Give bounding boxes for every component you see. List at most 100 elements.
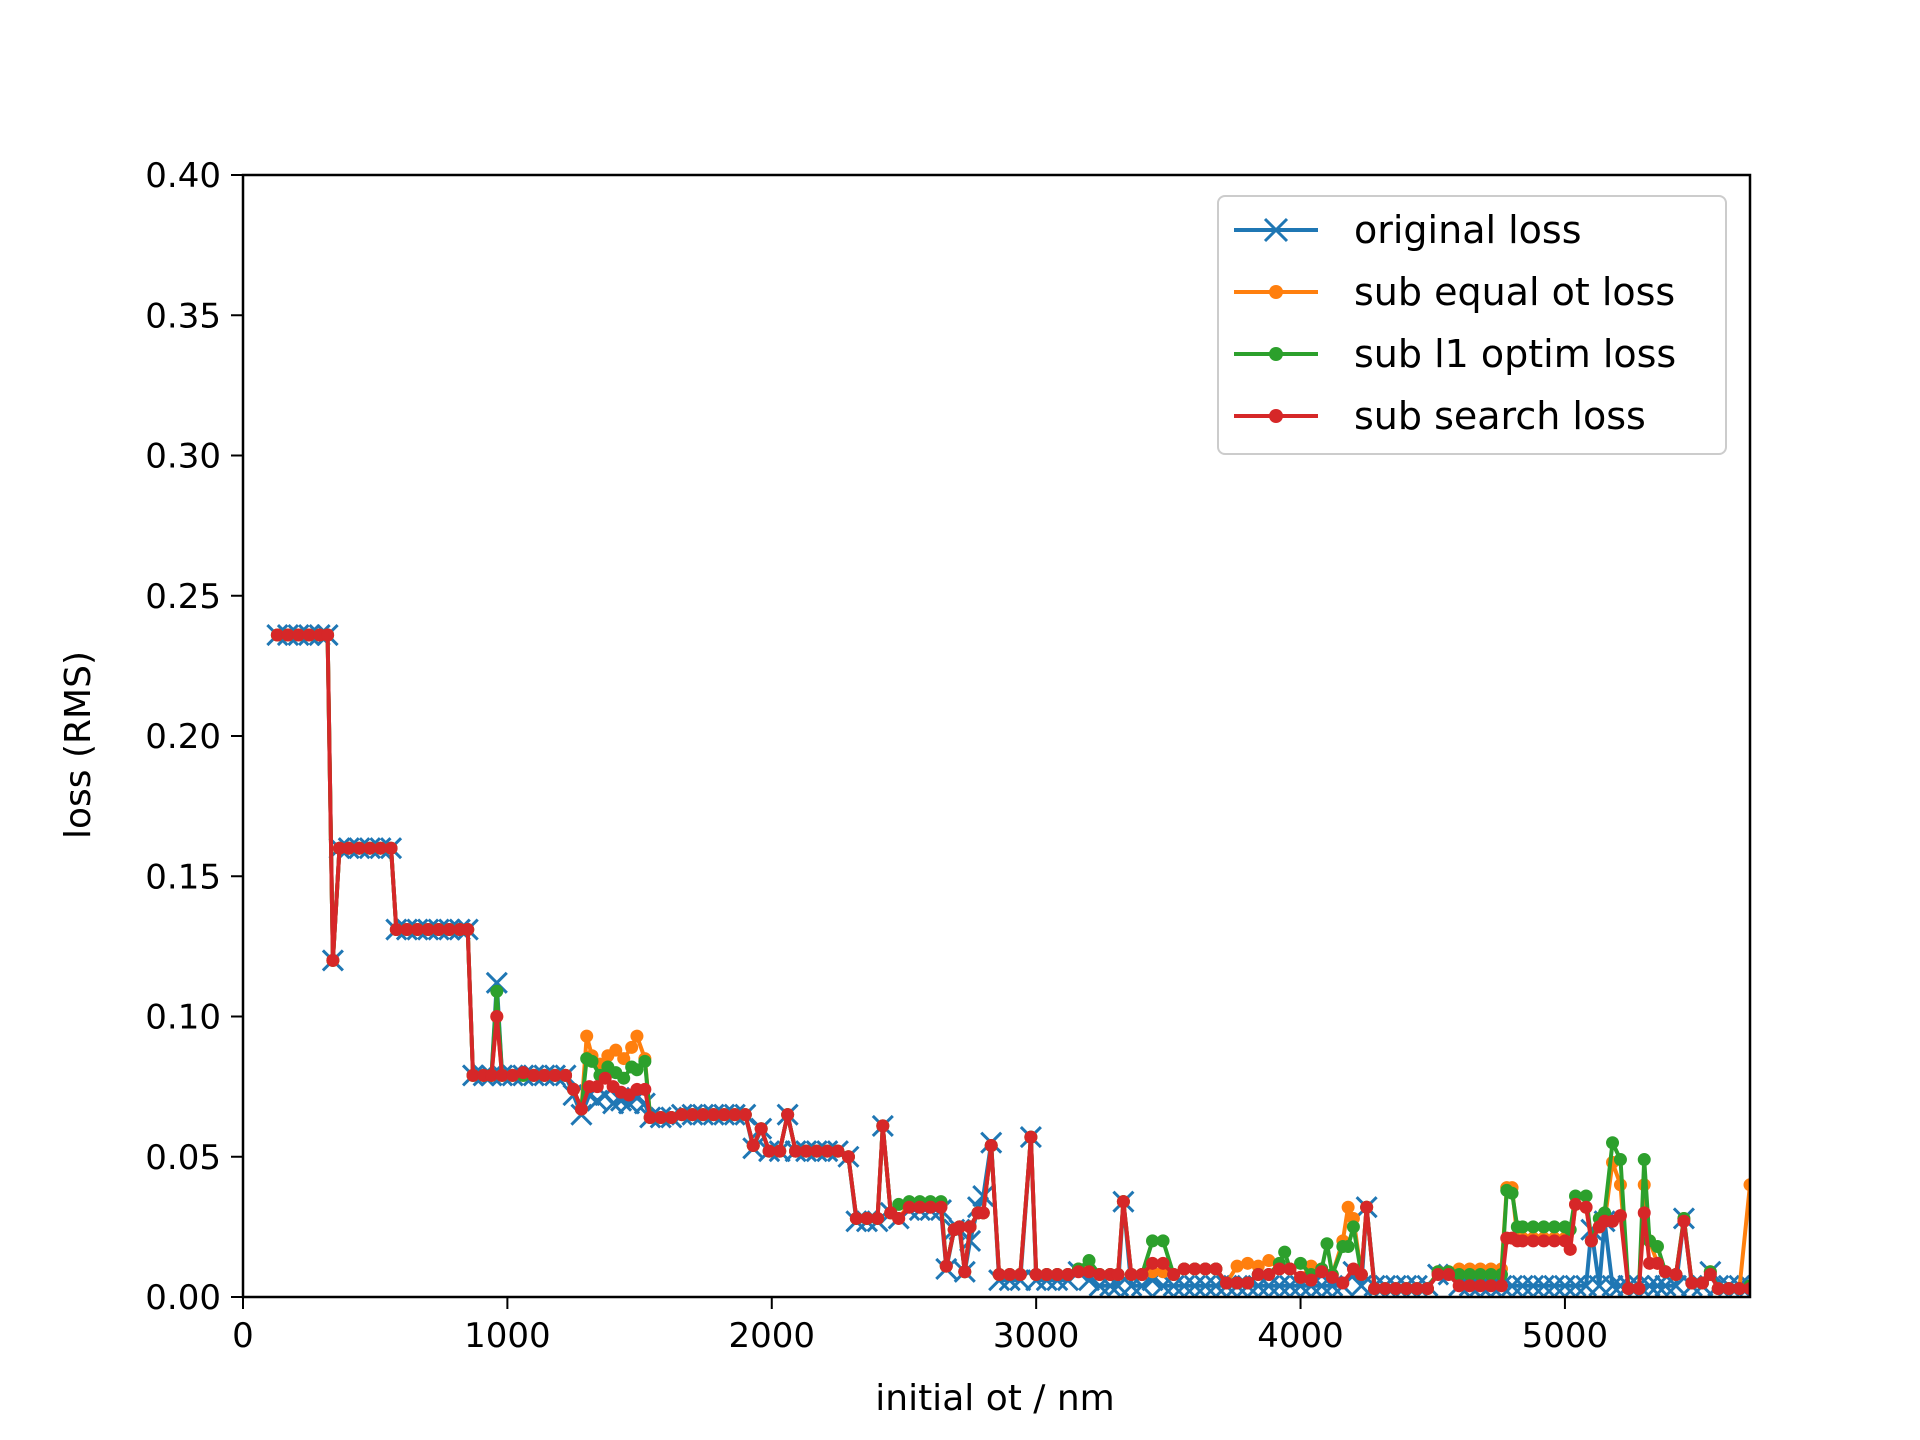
data-point: [1722, 1282, 1736, 1296]
data-point: [1209, 1262, 1223, 1276]
data-point: [1050, 1268, 1064, 1282]
legend-marker-dot: [1269, 409, 1283, 423]
x-tick-label: 0: [232, 1316, 254, 1356]
data-point: [738, 1108, 752, 1122]
data-point: [363, 841, 377, 855]
data-point: [831, 1144, 845, 1158]
data-point: [1341, 1240, 1355, 1254]
data-point: [537, 1068, 551, 1082]
data-point: [1346, 1220, 1360, 1234]
data-point: [617, 1071, 631, 1085]
data-point: [548, 1068, 562, 1082]
data-point: [773, 1144, 787, 1158]
x-axis-title: initial ot / nm: [875, 1378, 1114, 1419]
data-point: [849, 1211, 863, 1225]
data-point: [485, 1068, 499, 1082]
data-point: [1230, 1276, 1244, 1290]
data-point: [1452, 1279, 1466, 1293]
data-point: [506, 1068, 520, 1082]
data-point: [696, 1108, 710, 1122]
data-point: [384, 841, 398, 855]
data-point: [421, 923, 435, 937]
data-point: [1563, 1242, 1577, 1256]
data-point: [638, 1054, 652, 1068]
data-point-x-marker: [1162, 1274, 1185, 1297]
data-point-x-marker: [1183, 1274, 1206, 1297]
data-point: [1071, 1265, 1085, 1279]
data-point: [1116, 1195, 1130, 1209]
data-point: [1685, 1276, 1699, 1290]
data-point: [820, 1144, 834, 1158]
data-point: [1547, 1234, 1561, 1248]
data-point: [1547, 1220, 1561, 1234]
data-point: [590, 1080, 604, 1094]
data-point: [923, 1200, 937, 1214]
data-point: [1082, 1265, 1096, 1279]
data-point-x-marker: [1522, 1274, 1545, 1297]
data-point: [1484, 1279, 1498, 1293]
y-tick-label: 0.25: [145, 577, 221, 617]
data-point: [1241, 1256, 1255, 1270]
data-point: [1420, 1282, 1434, 1296]
data-point: [976, 1206, 990, 1220]
data-point: [1579, 1189, 1593, 1203]
data-point: [389, 923, 403, 937]
data-point: [1584, 1234, 1598, 1248]
data-point: [1473, 1268, 1487, 1282]
data-point: [860, 1211, 874, 1225]
data-point: [461, 923, 475, 937]
y-tick-label: 0.30: [145, 437, 221, 477]
data-point: [1613, 1209, 1627, 1223]
data-point: [559, 1068, 573, 1082]
data-point: [1336, 1276, 1350, 1290]
data-point: [326, 953, 340, 967]
axes: 0 1000 2000 3000 4000 5000 0.00 0.05 0.10 0.15 0.2…: [145, 156, 1752, 1356]
data-point: [1526, 1234, 1540, 1248]
legend-box: [1217, 195, 1727, 455]
data-point: [1410, 1282, 1424, 1296]
data-point: [1220, 1276, 1234, 1290]
data-point: [707, 1108, 721, 1122]
data-point: [333, 841, 347, 855]
data-point: [1473, 1279, 1487, 1293]
data-point: [1145, 1256, 1159, 1270]
data-point-x-marker: [1646, 1274, 1669, 1297]
data-point: [1156, 1234, 1170, 1248]
data-point: [1650, 1240, 1664, 1254]
data-point: [675, 1108, 689, 1122]
data-point: [1278, 1245, 1292, 1259]
data-point: [1294, 1270, 1308, 1284]
data-point: [799, 1144, 813, 1158]
data-point: [1494, 1279, 1508, 1293]
data-point: [1484, 1268, 1498, 1282]
data-point: [1013, 1268, 1027, 1282]
series-sub-search-loss: [270, 628, 1750, 1296]
data-point: [1167, 1268, 1181, 1282]
y-tick-label: 0.10: [145, 998, 221, 1038]
data-point: [1320, 1237, 1334, 1251]
data-point: [1304, 1273, 1318, 1287]
data-point: [1082, 1254, 1096, 1268]
data-point: [1262, 1254, 1276, 1268]
legend-label: sub search loss: [1354, 394, 1646, 438]
data-point: [1579, 1200, 1593, 1214]
data-point: [490, 984, 504, 998]
data-point: [1743, 1178, 1750, 1192]
data-point: [1040, 1268, 1054, 1282]
data-point: [410, 923, 424, 937]
data-point: [1283, 1262, 1297, 1276]
data-point: [1360, 1200, 1374, 1214]
data-point: [1272, 1262, 1286, 1276]
data-point: [913, 1200, 927, 1214]
data-point: [1315, 1265, 1329, 1279]
data-point: [1124, 1268, 1138, 1282]
data-point: [810, 1144, 824, 1158]
data-point: [892, 1211, 906, 1225]
data-point-x-marker: [1194, 1274, 1217, 1297]
legend-marker-dot: [1269, 285, 1283, 299]
data-point-x-marker: [1543, 1274, 1566, 1297]
data-point: [1368, 1282, 1382, 1296]
data-point: [1262, 1268, 1276, 1282]
data-point: [1177, 1262, 1191, 1276]
x-tick-label: 5000: [1522, 1316, 1609, 1356]
